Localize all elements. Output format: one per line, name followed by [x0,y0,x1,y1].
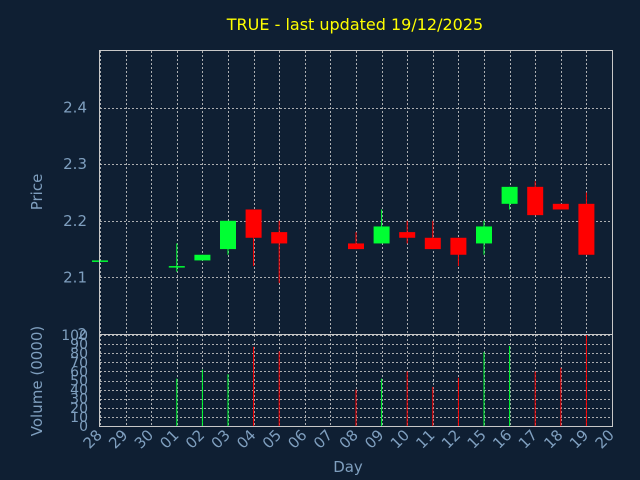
volume-tick-label: 90 [70,337,88,353]
price-tick-label: 2.3 [63,155,87,173]
x-tick-label: 07 [310,426,336,452]
price-axis-label: Price [28,174,46,211]
x-tick-label: 10 [387,426,413,452]
candle-body [194,254,211,261]
candle-body [220,220,236,250]
price-tick-label: 2 [77,325,87,343]
candle-body [552,203,569,210]
volume-tick-label: 30 [70,392,88,408]
volume-tick-label: 80 [70,346,88,362]
candle-body [450,237,467,255]
x-tick-label: 06 [284,426,310,452]
candles [92,181,595,284]
x-tick-label: 16 [489,426,515,452]
x-tick-label: 05 [259,426,285,452]
x-tick-labels: 28 29 30 01 02 03 04 05 06 07 08 09 10 11 12 15 16 17 18 19… [80,426,618,452]
volume-tick-label: 40 [70,383,88,399]
volume-plot-frame [99,334,613,427]
price-tick-labels: 2 2.1 2.2 2.3 2.4 [63,99,87,343]
price-tick-label: 2.2 [63,212,87,230]
x-tick-label: 11 [412,426,438,452]
x-axis-label: Day [333,458,363,476]
x-tick-label: 29 [105,426,131,452]
x-tick-label: 17 [515,426,541,452]
candle-body [373,226,390,244]
x-tick-label: 04 [233,426,259,452]
volume-tick-label: 0 [79,419,88,435]
volume-tick-label: 50 [70,374,88,390]
volume-axis-label: Volume (0000) [28,326,46,436]
candle-body [501,186,518,204]
candle-body [578,203,595,255]
price-tick-label: 2.4 [63,99,87,117]
x-tick-label: 20 [592,426,618,452]
x-tick-label: 08 [336,426,362,452]
volume-tick-label: 10 [70,410,88,426]
x-tick-label: 15 [464,426,490,452]
candle-body [271,232,288,244]
volume-tick-label: 20 [70,401,88,417]
candle-body [527,186,544,216]
candle-body [168,266,185,268]
candle-body [245,209,262,238]
x-tick-label: 09 [361,426,387,452]
x-tick-label: 19 [566,426,592,452]
chart-title: TRUE - last updated 19/12/2025 [226,15,483,34]
candle-body [424,237,441,250]
volume-tick-label: 70 [70,355,88,371]
x-tick-label: 01 [156,426,182,452]
candle-body [399,232,416,238]
x-tick-label: 03 [208,426,234,452]
x-tick-label: 18 [540,426,566,452]
volume-tick-label: 60 [70,364,88,380]
volume-bars [176,335,587,426]
x-tick-label: 30 [131,426,157,452]
x-tick-label: 12 [438,426,464,452]
volume-tick-label: 100 [61,328,88,344]
candle-body [348,243,364,250]
candle-body [476,226,492,244]
x-tick-label: 02 [182,426,208,452]
price-tick-label: 2.1 [63,268,87,286]
